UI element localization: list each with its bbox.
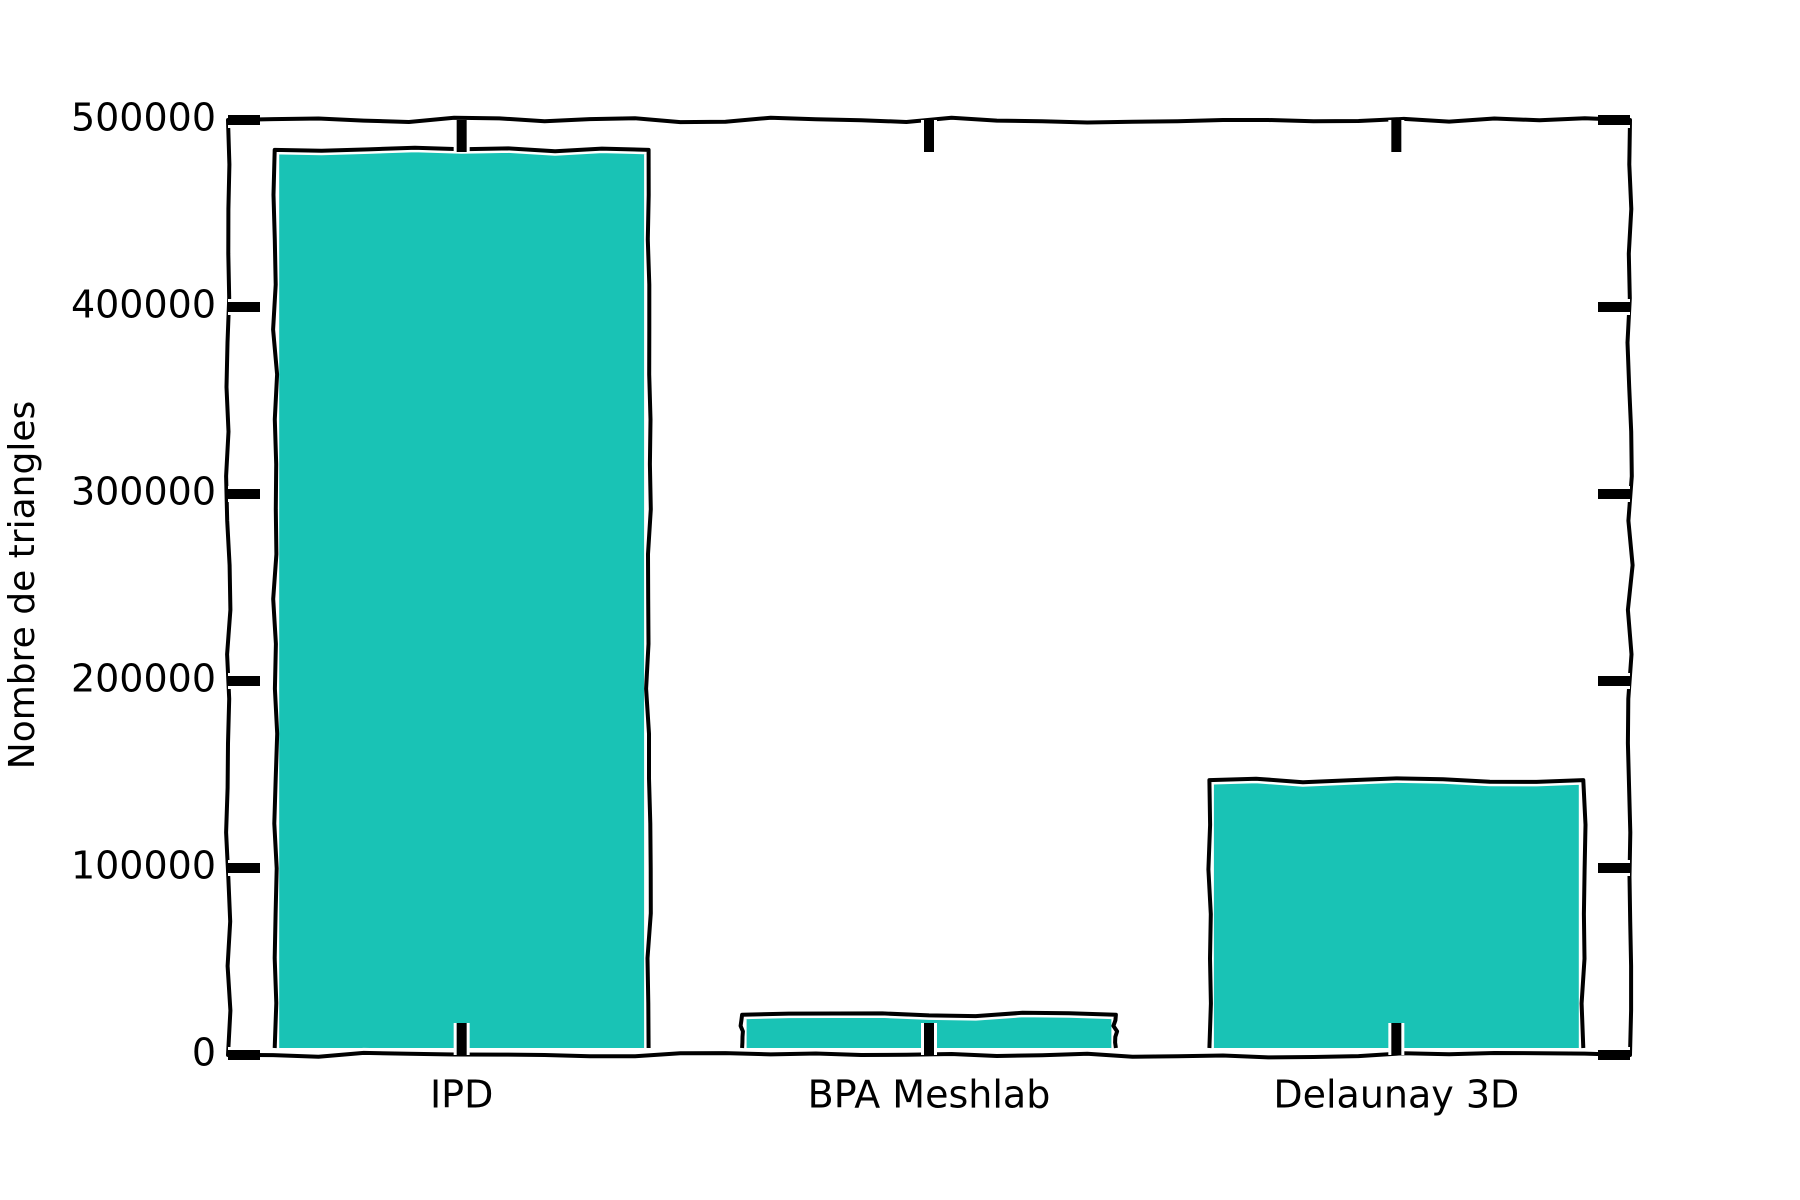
- bar-ipd: [272, 147, 651, 1048]
- y-tick-label: 400000: [71, 283, 216, 327]
- x-tick-label: BPA Meshlab: [808, 1073, 1051, 1117]
- bars: [270, 143, 1588, 1049]
- y-tick-label: 200000: [71, 657, 216, 701]
- bar-delaunay-3d: [1208, 778, 1585, 1048]
- x-tick-label: Delaunay 3D: [1273, 1073, 1519, 1117]
- y-tick-label: 300000: [71, 470, 216, 514]
- y-tick-label: 100000: [71, 844, 216, 888]
- y-tick-labels: 0 100000 200000 300000 400000 500000: [71, 96, 216, 1075]
- bar-edge: [1206, 776, 1588, 1049]
- y-axis-label: Nombre de triangles: [2, 401, 43, 769]
- bar-edge: [738, 1010, 1120, 1049]
- x-tick-labels: IPD BPA Meshlab Delaunay 3D: [430, 1073, 1519, 1117]
- y-tick-label: 500000: [71, 96, 216, 140]
- y-tick-label: 0: [192, 1031, 216, 1075]
- x-tick-label: IPD: [430, 1073, 493, 1117]
- axis-ticks: [228, 112, 1630, 1063]
